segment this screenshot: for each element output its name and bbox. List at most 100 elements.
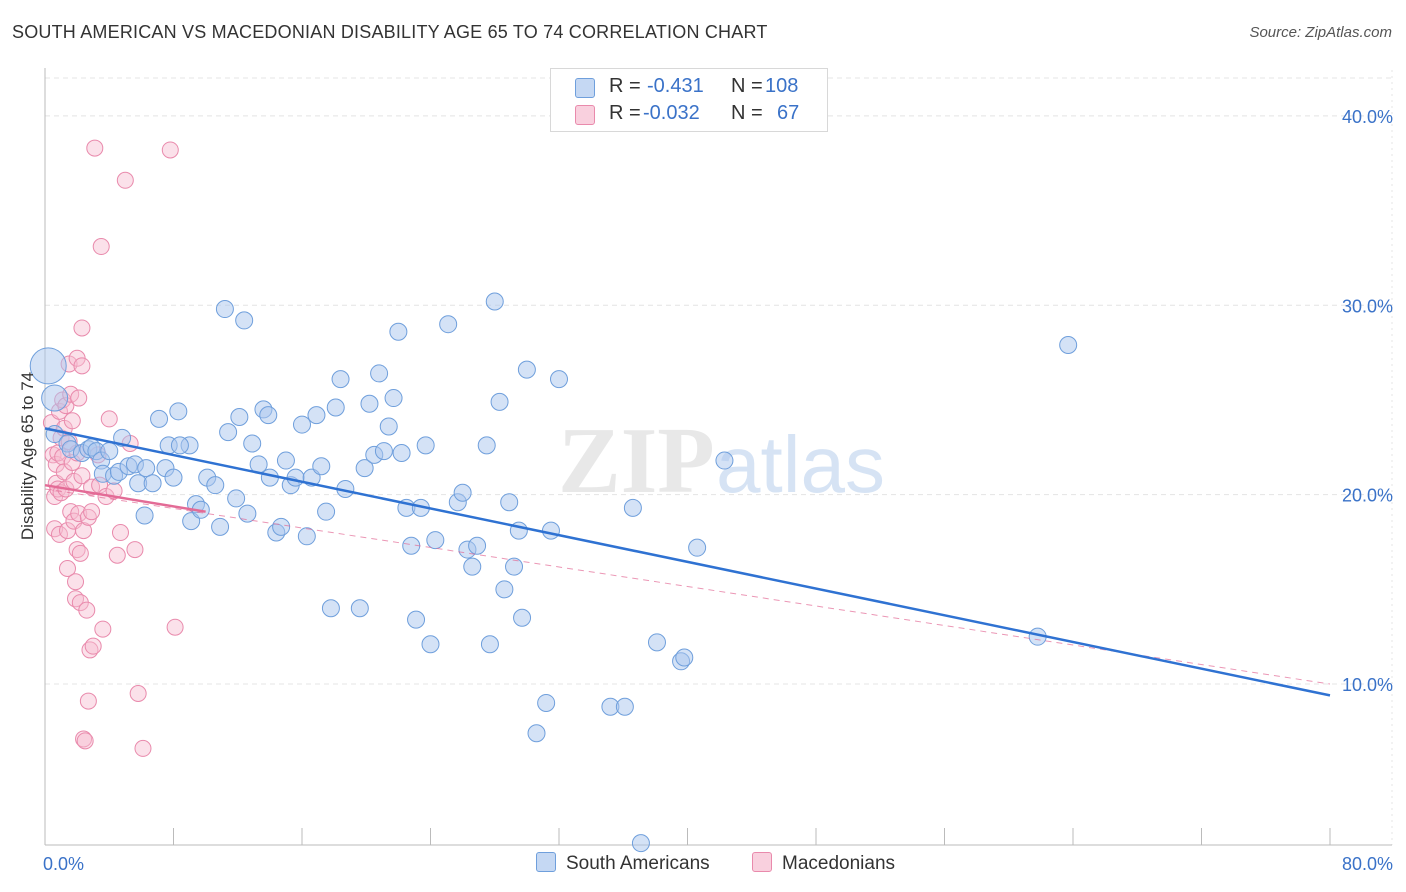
n-label: N = — [731, 102, 763, 124]
data-point-macedonians — [116, 171, 134, 189]
r-value: -0.032 — [643, 102, 700, 124]
r-value: -0.431 — [647, 75, 704, 97]
data-point-macedonians — [100, 410, 118, 428]
data-point-macedonians — [70, 389, 88, 407]
legend-swatch-pink — [575, 105, 595, 125]
data-point-macedonians — [108, 546, 126, 564]
data-point-south-americans — [541, 521, 560, 540]
south-americans-points — [29, 292, 1078, 853]
macedonians-points — [42, 139, 184, 757]
data-point-macedonians — [94, 620, 112, 638]
data-point-south-americans — [360, 394, 379, 413]
data-point-south-americans — [143, 474, 162, 493]
data-point-south-americans — [211, 517, 230, 536]
data-point-macedonians — [79, 508, 97, 526]
data-point-south-americans — [312, 457, 331, 476]
macedonians-trend-line — [44, 483, 206, 513]
data-point-south-americans — [389, 322, 408, 341]
data-point-macedonians — [84, 637, 102, 655]
data-point-south-americans — [505, 557, 524, 576]
data-point-macedonians — [134, 739, 152, 757]
data-point-macedonians — [126, 541, 144, 559]
watermark-atlas: atlas — [716, 420, 885, 509]
data-point-south-americans — [517, 360, 536, 379]
data-point-south-americans — [227, 489, 246, 508]
legend-label: Macedonians — [782, 853, 896, 874]
data-point-south-americans — [259, 406, 278, 425]
data-point-macedonians — [70, 505, 88, 523]
y-axis-label: Disability Age 65 to 74 — [18, 371, 37, 541]
data-point-south-americans — [374, 442, 393, 461]
data-point-south-americans — [527, 724, 546, 743]
chart-title: SOUTH AMERICAN VS MACEDONIAN DISABILITY … — [12, 22, 768, 42]
legend-item-south-americans[interactable]: South Americans — [536, 852, 710, 875]
data-point-south-americans — [206, 476, 225, 495]
n-value: 108 — [765, 75, 799, 97]
data-point-macedonians — [63, 412, 81, 430]
data-point-south-americans — [675, 648, 694, 667]
data-point-south-americans — [29, 347, 67, 385]
data-point-south-americans — [170, 436, 189, 455]
stats-legend: R = -0.431 N = 108 R = -0.032 N = 67 — [550, 68, 828, 132]
data-point-south-americans — [137, 459, 156, 478]
y-tick-label: 20.0% — [1342, 486, 1393, 506]
data-point-macedonians — [166, 618, 184, 636]
data-point-macedonians — [92, 238, 110, 256]
data-point-south-americans — [355, 459, 374, 478]
data-point-south-americans — [169, 402, 188, 421]
data-point-macedonians — [71, 544, 89, 562]
data-point-macedonians — [75, 522, 93, 540]
legend-label: South Americans — [566, 853, 710, 874]
data-point-macedonians — [79, 692, 97, 710]
legend-swatch-blue — [575, 78, 595, 98]
data-point-south-americans — [370, 364, 389, 383]
data-point-macedonians — [83, 503, 101, 521]
data-point-south-americans — [480, 635, 499, 654]
data-point-south-americans — [307, 406, 326, 425]
data-point-south-americans — [490, 392, 509, 411]
tick-labels: 10.0% 20.0% 30.0% 40.0% 0.0% 80.0% — [43, 107, 1393, 874]
legend-item-macedonians[interactable]: Macedonians — [752, 852, 895, 875]
data-point-south-americans — [379, 417, 398, 436]
data-point-south-americans — [439, 315, 458, 334]
data-point-south-americans — [350, 599, 369, 618]
data-point-macedonians — [111, 524, 129, 542]
n-value: 67 — [777, 102, 800, 124]
data-point-macedonians — [67, 573, 85, 591]
x-tick-label: 0.0% — [43, 854, 84, 874]
data-point-south-americans — [219, 423, 238, 442]
data-point-macedonians — [73, 467, 91, 485]
data-point-south-americans — [317, 502, 336, 521]
legend-swatch-blue — [536, 852, 556, 872]
data-point-south-americans — [426, 531, 445, 550]
data-point-macedonians — [161, 141, 179, 159]
data-point-macedonians — [58, 560, 76, 578]
data-point-macedonians — [73, 319, 91, 337]
data-point-south-americans — [715, 451, 734, 470]
data-point-south-americans — [392, 443, 411, 462]
data-point-macedonians — [129, 684, 147, 702]
data-point-south-americans — [384, 389, 403, 408]
data-point-south-americans — [421, 635, 440, 654]
data-point-south-americans — [100, 442, 119, 461]
data-point-south-americans — [500, 493, 519, 512]
data-point-south-americans — [41, 384, 69, 412]
r-label: R = — [609, 75, 641, 97]
data-point-south-americans — [238, 504, 257, 523]
data-point-south-americans — [243, 434, 262, 453]
data-point-south-americans — [1059, 336, 1078, 355]
data-point-south-americans — [150, 409, 169, 428]
data-point-macedonians — [46, 520, 64, 538]
y-tick-label: 30.0% — [1342, 296, 1393, 316]
y-tick-label: 10.0% — [1342, 675, 1393, 695]
data-point-south-americans — [477, 436, 496, 455]
data-point-south-americans — [453, 483, 472, 502]
data-point-south-americans — [326, 398, 345, 417]
data-point-south-americans — [485, 292, 504, 311]
data-point-macedonians — [76, 732, 94, 750]
data-point-south-americans — [286, 468, 305, 487]
data-point-south-americans — [513, 608, 532, 627]
south-americans-trend-line — [44, 427, 1331, 697]
n-label: N = — [731, 75, 763, 97]
